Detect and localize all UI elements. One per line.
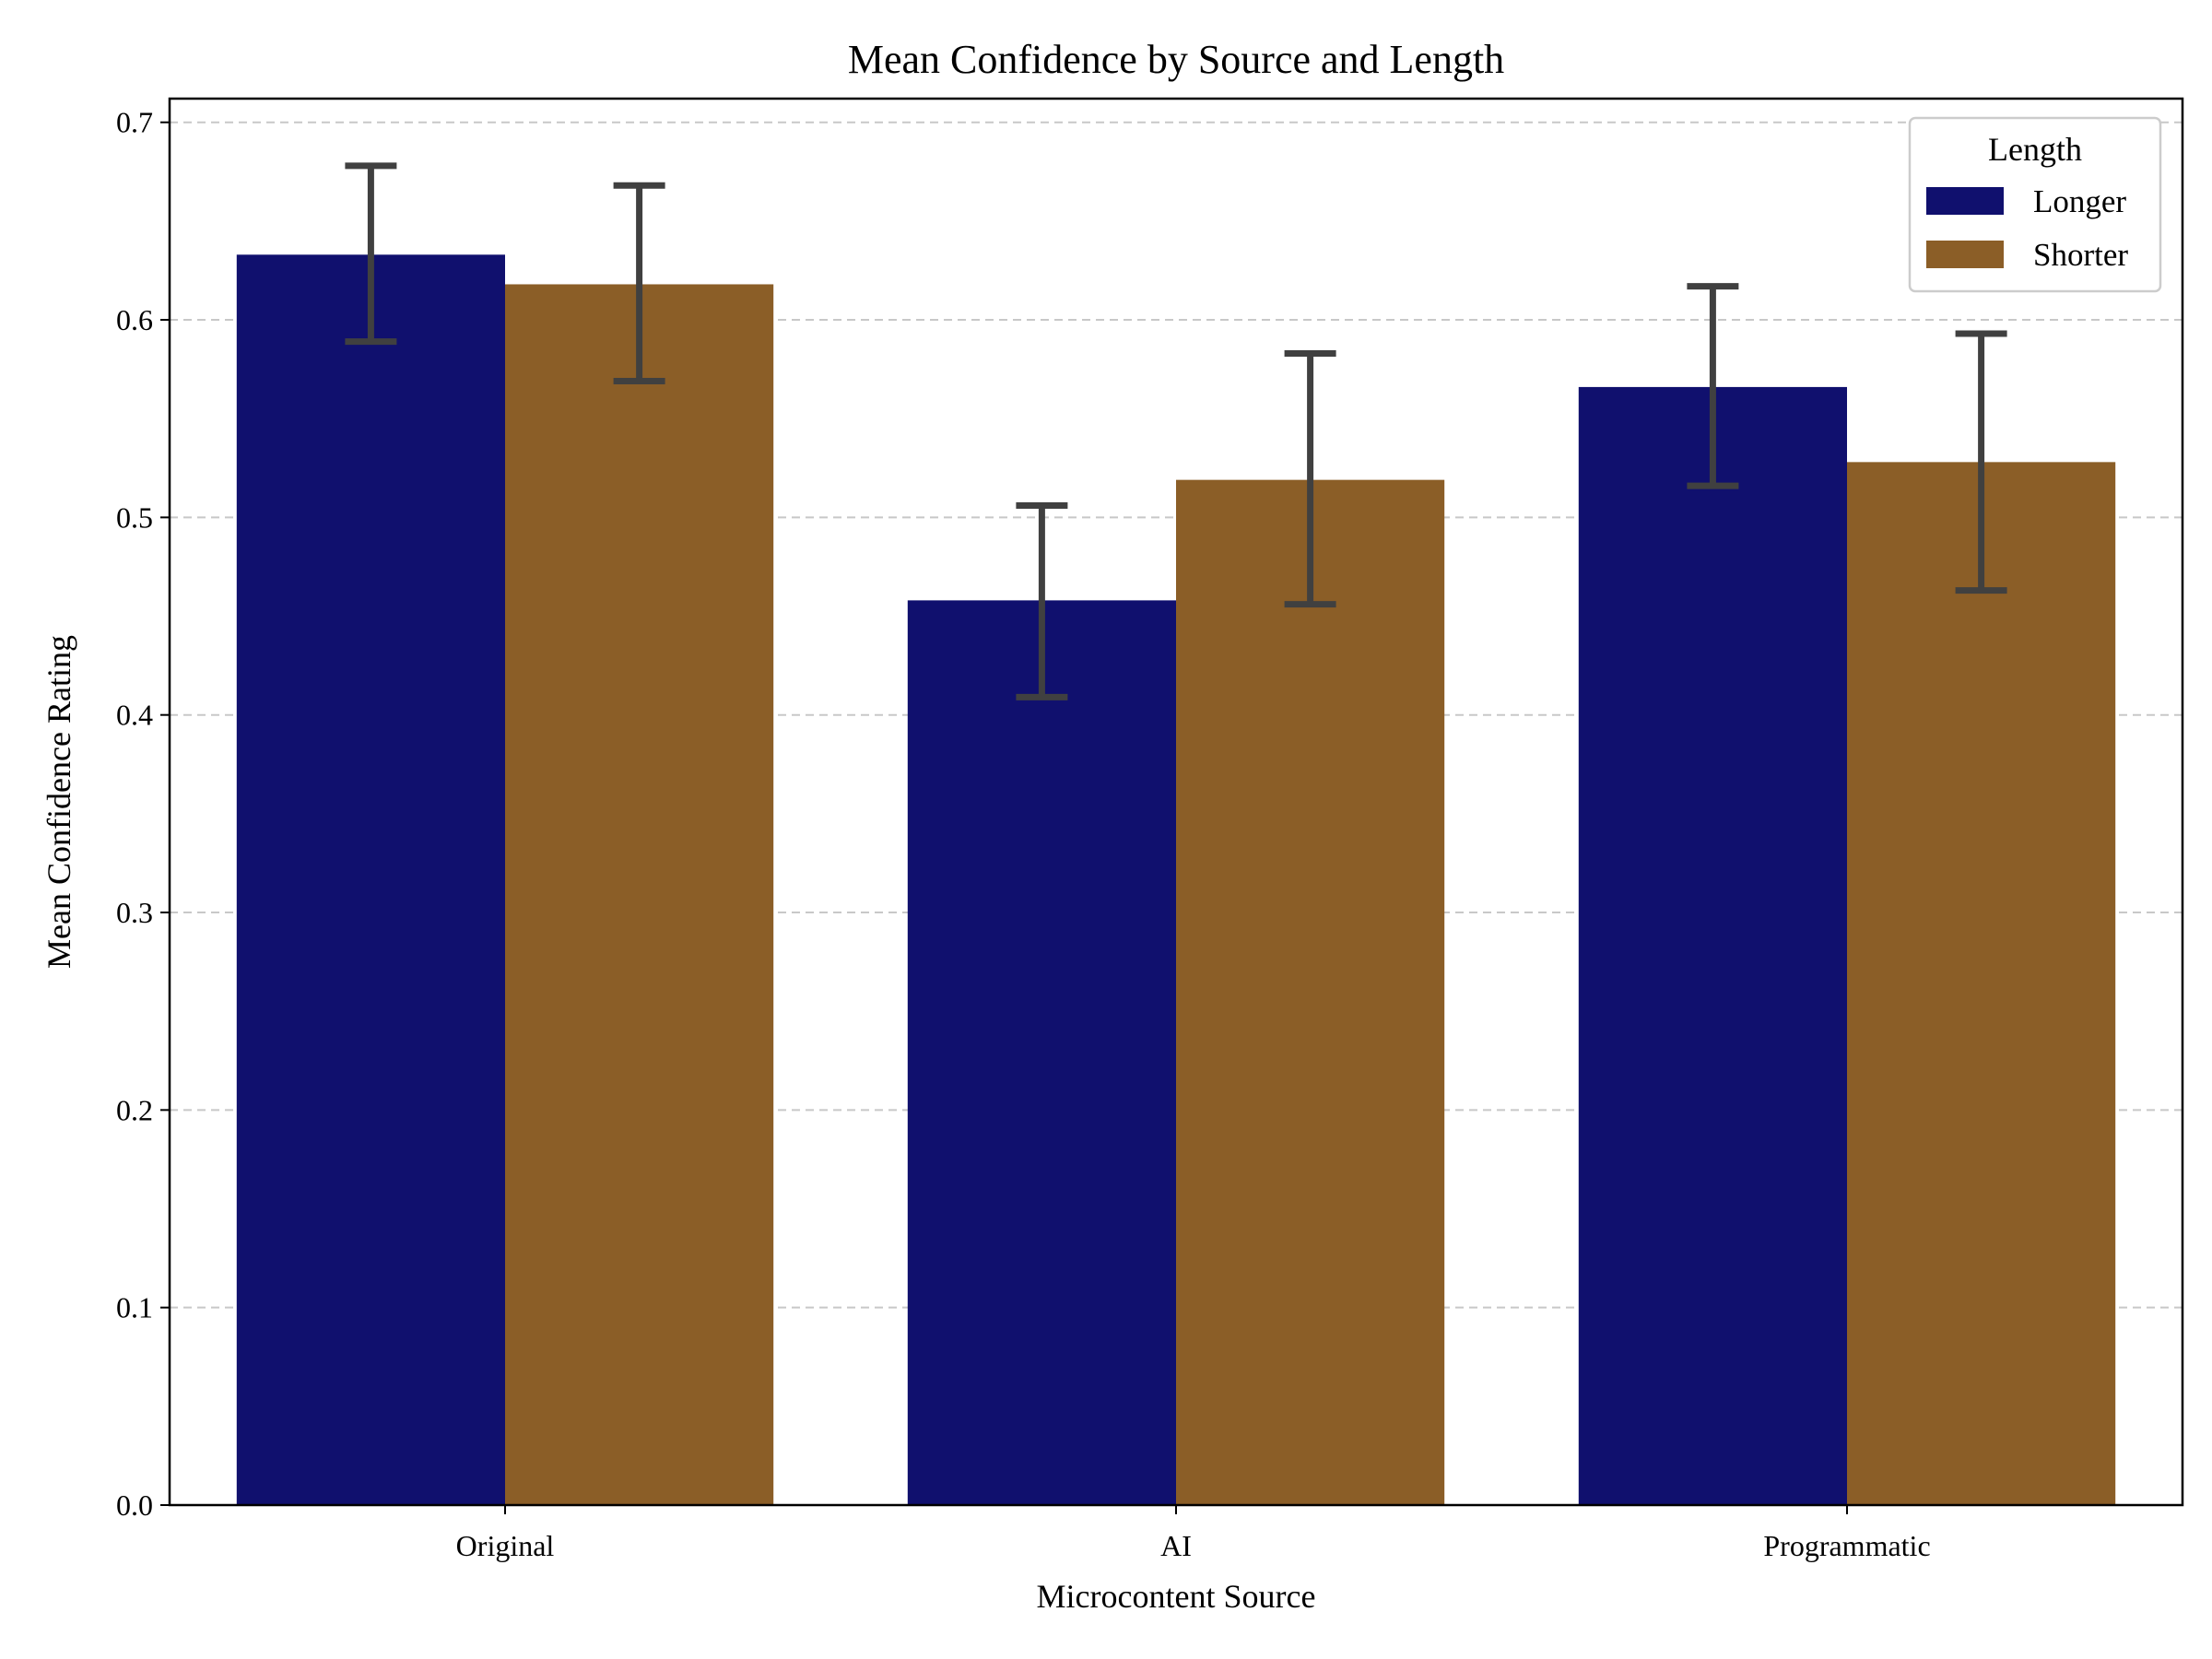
bar-ai-shorter [1176,479,1445,1505]
bar-original-shorter [505,284,774,1505]
error-bar-original-shorter [613,182,665,384]
x-axis-label: Microcontent Source [1037,1578,1316,1615]
legend-title: Length [1988,131,2082,168]
y-tick-label: 0.2 [116,1093,153,1126]
legend-label-shorter: Shorter [2033,237,2128,273]
y-tick-label: 0.1 [116,1291,153,1324]
y-tick-label: 0.4 [116,699,153,732]
y-tick-label: 0.7 [116,106,153,139]
error-bar-original-longer [345,162,397,346]
bars [236,254,2116,1506]
legend-label-longer: Longer [2033,183,2126,219]
error-bar-programmatic-shorter [1955,330,2007,594]
bar-original-longer [236,254,505,1506]
x-tick-label-original: Original [456,1529,555,1562]
y-tick-label: 0.0 [116,1488,153,1522]
error-bar-programmatic-longer [1687,283,1739,489]
bar-ai-longer [907,600,1176,1505]
bar-programmatic-longer [1578,386,1847,1505]
y-tick-label: 0.3 [116,896,153,929]
x-axis: Original AI Programmatic [456,1505,1931,1562]
x-tick-label-ai: AI [1160,1529,1192,1562]
y-tick-label: 0.6 [116,303,153,336]
error-bar-ai-shorter [1284,349,1336,608]
plot-frame [168,97,2184,1507]
y-axis: 0.0 0.1 0.2 0.3 0.4 0.5 0.6 0.7 [116,106,170,1522]
y-axis-label: Mean Confidence Rating [41,635,77,969]
bar-programmatic-shorter [1847,462,2116,1505]
error-bar-ai-longer [1016,502,1068,700]
legend-swatch-shorter [1926,241,2004,268]
chart-title: Mean Confidence by Source and Length [848,37,1504,82]
legend-swatch-longer [1926,187,2004,215]
legend: Length Longer Shorter [1908,116,2162,293]
error-bars [345,162,2007,700]
x-tick-label-programmatic: Programmatic [1763,1529,1930,1562]
y-tick-label: 0.5 [116,500,153,534]
